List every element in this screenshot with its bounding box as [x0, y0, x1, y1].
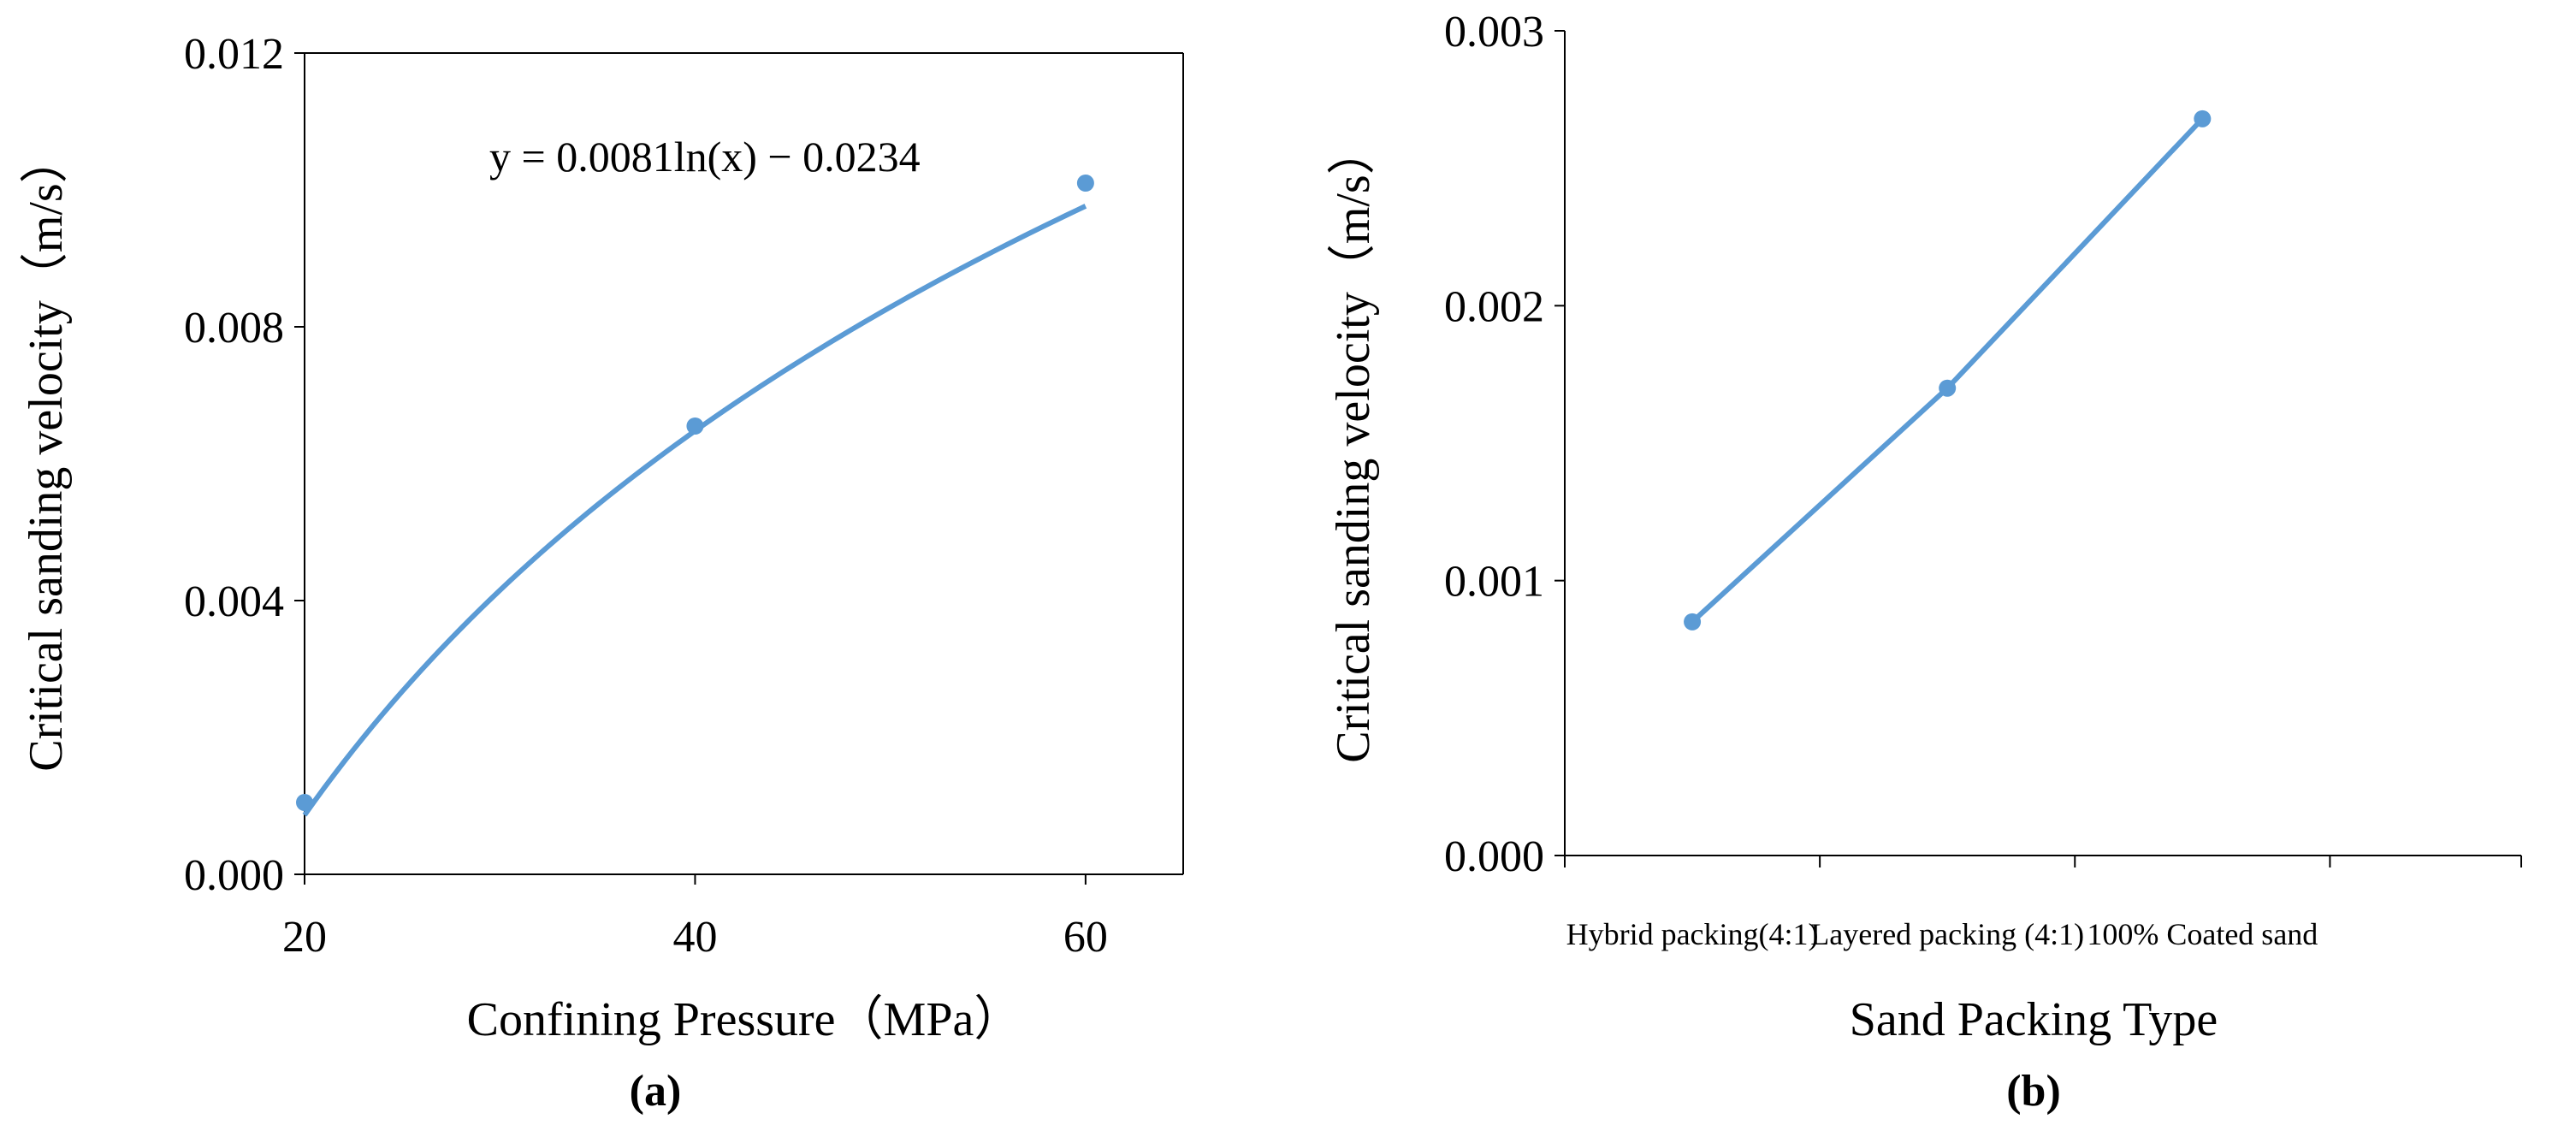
- panel-b-y-tick-label: 0.003: [1444, 8, 1544, 56]
- panel-b-chart: 0.000 0.001 0.002 0.003 Hybrid packing(4:1)…: [1327, 8, 2522, 1116]
- panel-b-y-tick-label: 0.001: [1444, 558, 1544, 607]
- panel-a-data-points: [296, 175, 1094, 811]
- panel-b-x-axis-title: Sand Packing Type: [1850, 993, 2218, 1046]
- panel-b-x-tick-label: 100% Coated sand: [2087, 917, 2318, 951]
- panel-b-y-axis-title: Critical sanding velocity（m/s）: [1327, 127, 1380, 762]
- panel-b-series-line: [1691, 116, 2205, 625]
- panel-b-data-point: [2194, 110, 2212, 127]
- panel-a-y-tick-label: 0.008: [184, 304, 284, 352]
- panel-b-data-point: [1684, 613, 1702, 631]
- panel-b-label: (b): [2006, 1067, 2061, 1116]
- panel-a-x-tick-label: 60: [1063, 913, 1108, 962]
- panel-a-trendline-equation: y = 0.0081ln(x) − 0.0234: [489, 133, 921, 181]
- panel-a-x-ticks: 20 40 60: [282, 874, 1108, 962]
- panel-a-data-point: [296, 794, 313, 811]
- panel-b-y-tick-label: 0.000: [1444, 832, 1544, 881]
- panel-a-y-axis-title: Critical sanding velocity（m/s）: [20, 135, 73, 771]
- panel-a-y-tick-label: 0.000: [184, 851, 284, 900]
- panel-b-y-tick-label: 0.002: [1444, 282, 1544, 331]
- panel-a-chart: 0.000 0.004 0.008 0.012 20 40 60 y = 0.0081ln…: [20, 30, 1184, 1116]
- panel-a-x-axis-title: Confining Pressure（MPa）: [467, 993, 1022, 1046]
- panel-b-y-ticks: 0.000 0.001 0.002 0.003: [1444, 8, 1565, 881]
- panel-b-x-tick-label: Hybrid packing(4:1): [1566, 917, 1819, 951]
- panel-b-data-point: [1939, 379, 1957, 397]
- panel-a-y-ticks: 0.000 0.004 0.008 0.012: [184, 30, 305, 900]
- panel-a-y-tick-label: 0.012: [184, 30, 284, 79]
- panel-a-x-tick-label: 20: [282, 913, 327, 962]
- panel-a-x-tick-label: 40: [672, 913, 717, 962]
- panel-b-x-tick-label: Layered packing (4:1): [1810, 917, 2084, 951]
- panel-b-x-ticks: Hybrid packing(4:1)Layered packing (4:1)…: [1564, 856, 2522, 951]
- panel-a-trendline: [302, 204, 1087, 817]
- panel-a-label: (a): [630, 1067, 682, 1116]
- panel-a-data-point: [686, 417, 704, 435]
- panel-a-data-point: [1076, 175, 1094, 192]
- panel-b-data-points: [1684, 110, 2212, 631]
- panel-a-y-tick-label: 0.004: [184, 577, 284, 626]
